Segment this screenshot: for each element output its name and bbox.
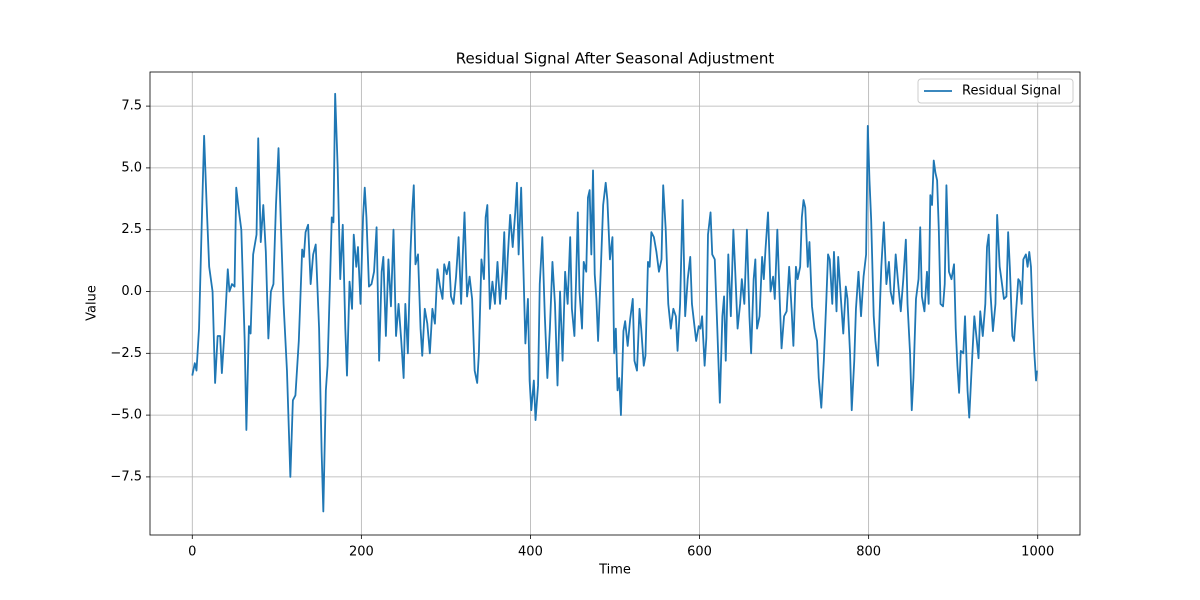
data-line <box>191 92 1038 513</box>
x-axis-label: Time <box>598 563 631 578</box>
x-tick-label: 1000 <box>1021 545 1054 560</box>
chart-title: Residual Signal After Seasonal Adjustmen… <box>456 50 775 68</box>
y-tick-label: −2.5 <box>110 346 142 361</box>
y-tick-label: 2.5 <box>121 222 142 237</box>
y-tick-label: 7.5 <box>121 99 142 114</box>
legend-label: Residual Signal <box>962 84 1061 99</box>
x-tick-label: 0 <box>188 545 196 560</box>
legend-box <box>917 78 1074 104</box>
y-tick-label: 5.0 <box>121 160 142 175</box>
x-tick-label: 800 <box>856 545 881 560</box>
x-tick-label: 200 <box>349 545 374 560</box>
plot-frame <box>149 71 1081 536</box>
legend: Residual Signal <box>917 78 1074 104</box>
y-tick-label: −5.0 <box>110 408 142 423</box>
y-axis-label: Value <box>85 285 100 321</box>
x-tick-label: 600 <box>687 545 712 560</box>
x-tick-label: 400 <box>518 545 543 560</box>
y-tick-label: 0.0 <box>121 284 142 299</box>
y-tick-label: −7.5 <box>110 469 142 484</box>
